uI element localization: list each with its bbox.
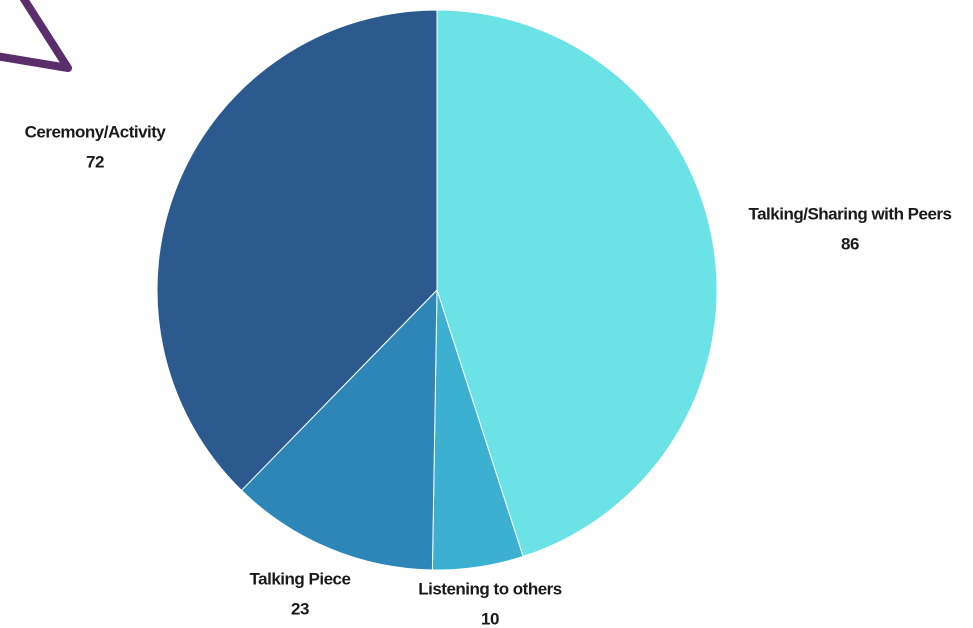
slice-value: 72 bbox=[86, 152, 104, 171]
slice-value: 86 bbox=[841, 234, 859, 253]
slice-value: 23 bbox=[291, 599, 309, 618]
pie-slice bbox=[436, 9, 718, 558]
slice-label: Listening to others bbox=[418, 579, 562, 598]
pie-slice bbox=[240, 288, 438, 571]
pie-slice bbox=[156, 9, 438, 492]
slice-label: Talking Piece bbox=[250, 569, 351, 588]
slice-value: 10 bbox=[481, 609, 499, 628]
decorative-arrow bbox=[0, 0, 72, 72]
slice-label: Ceremony/Activity bbox=[25, 122, 167, 141]
slice-label: Talking/Sharing with Peers bbox=[748, 204, 951, 223]
